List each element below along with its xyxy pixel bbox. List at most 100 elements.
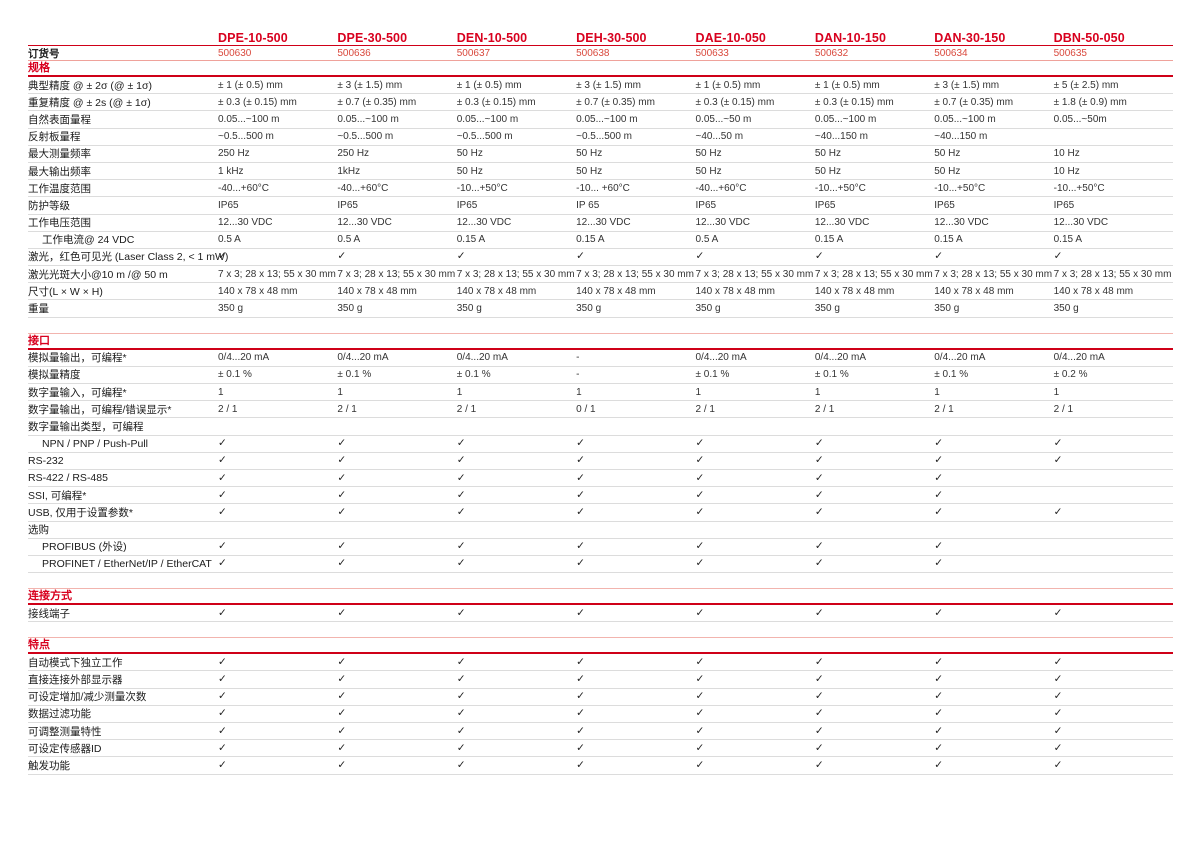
- check-cell: ✓: [815, 743, 934, 754]
- check-icon: ✓: [337, 707, 347, 720]
- check-icon: ✓: [218, 488, 227, 501]
- check-cell: ✓: [457, 438, 576, 449]
- spec-value: 50 Hz: [695, 165, 722, 177]
- row-label: 尺寸(L × W × H): [28, 285, 103, 298]
- check-icon: ✓: [576, 655, 585, 668]
- check-icon: ✓: [814, 540, 824, 553]
- check-cell: ✓: [337, 674, 456, 685]
- check-icon: ✓: [695, 758, 705, 771]
- row-label: 数字量输入，可编程*: [28, 386, 127, 399]
- spec-value: 50 Hz: [456, 148, 483, 160]
- spec-value: ~0.5...500 m: [576, 131, 632, 143]
- spec-value: 0/4...20 mA: [218, 352, 270, 364]
- product-header-row: DPE-10-500 DPE-30-500 DEN-10-500 DEH-30-500…: [28, 28, 1173, 46]
- check-cell: ✓: [696, 708, 815, 719]
- spec-value: 0/4...20 mA: [1053, 352, 1105, 364]
- product-model-header: DAN-10-150: [814, 31, 887, 45]
- spec-value: ~0.5...500 m: [218, 131, 274, 143]
- check-icon: ✓: [337, 724, 347, 737]
- spec-row: 最大测量频率 250 Hz 250 Hz 50 Hz 50 Hz 50 Hz 50 Hz 50…: [28, 146, 1173, 163]
- check-icon: ✓: [695, 471, 705, 484]
- check-icon: ✓: [814, 741, 824, 754]
- check-icon: ✓: [1053, 606, 1063, 619]
- spec-value: 0.05...~100 m: [337, 113, 399, 125]
- row-label: RS-422 / RS-485: [28, 472, 108, 485]
- order-row-label: 订货号: [28, 48, 60, 60]
- spec-value: 1: [337, 386, 343, 398]
- check-icon: ✓: [814, 690, 824, 703]
- product-order-number: 500636: [337, 48, 371, 59]
- check-cell: ✓: [218, 708, 337, 719]
- check-icon: ✓: [576, 505, 585, 518]
- check-cell: ✓: [815, 558, 934, 569]
- spec-value: IP 65: [576, 199, 600, 211]
- spec-value: 140 x 78 x 48 mm: [934, 285, 1014, 297]
- spec-value: ± 0.1 %: [695, 369, 730, 381]
- check-icon: ✓: [814, 673, 824, 686]
- row-label: 数字量输出类型，可编程: [28, 420, 144, 433]
- spec-value: 1: [1053, 386, 1060, 398]
- spec-value: 50 Hz: [695, 148, 722, 160]
- product-model-header: DBN-50-050: [1053, 31, 1125, 45]
- row-label: SSI, 可编程*: [28, 489, 87, 502]
- spec-value: 140 x 78 x 48 mm: [218, 285, 298, 297]
- spec-row: 反射板量程 ~0.5...500 m ~0.5...500 m ~0.5...500 …: [28, 129, 1173, 146]
- check-cell: ✓: [576, 657, 695, 668]
- check-icon: ✓: [456, 437, 466, 450]
- spec-row: USB, 仅用于设置参数* ✓ ✓ ✓ ✓ ✓ ✓ ✓ ✓: [28, 504, 1173, 522]
- spec-value: 2 / 1: [814, 403, 835, 415]
- row-label: PROFIBUS (外设): [42, 541, 127, 554]
- spec-value: IP65: [337, 199, 358, 211]
- row-label: 防护等级: [28, 199, 70, 212]
- spec-row: 最大输出频率 1 kHz 1kHz 50 Hz 50 Hz 50 Hz 50 Hz 50 Hz…: [28, 163, 1173, 181]
- check-cell: ✓: [218, 607, 337, 619]
- check-icon: ✓: [695, 724, 705, 737]
- check-icon: ✓: [576, 540, 585, 553]
- spec-row: 可设定传感器ID ✓ ✓ ✓ ✓ ✓ ✓ ✓ ✓: [28, 740, 1173, 758]
- check-icon: ✓: [218, 505, 227, 518]
- check-icon: ✓: [695, 250, 705, 263]
- check-icon: ✓: [456, 557, 466, 570]
- spec-value: ± 0.3 (± 0.15) mm: [456, 96, 536, 108]
- spec-value: 2 / 1: [934, 403, 954, 415]
- spec-value: -10...+50°C: [934, 182, 986, 194]
- spec-value: IP65: [218, 199, 239, 211]
- check-cell: ✓: [934, 251, 1053, 262]
- check-cell: ✓: [815, 691, 934, 702]
- check-cell: ✓: [815, 455, 934, 466]
- check-icon: ✓: [456, 488, 466, 501]
- check-icon: ✓: [337, 488, 347, 501]
- product-order-number: 500632: [814, 48, 849, 59]
- spec-row: 直接连接外部显示器 ✓ ✓ ✓ ✓ ✓ ✓ ✓ ✓: [28, 671, 1173, 689]
- check-icon: ✓: [695, 540, 705, 553]
- check-cell: ✓: [576, 489, 695, 501]
- spec-value: 0.05...~100 m: [218, 113, 280, 125]
- check-icon: ✓: [814, 437, 824, 450]
- spec-value: 350 g: [1053, 303, 1079, 315]
- spec-value: 0/4...20 mA: [934, 352, 986, 364]
- spec-row: 数字量输出类型，可编程: [28, 418, 1173, 436]
- check-icon: ✓: [456, 758, 466, 771]
- check-cell: ✓: [576, 558, 695, 569]
- check-cell: ✓: [696, 489, 815, 501]
- check-icon: ✓: [814, 655, 824, 668]
- spec-value: 0/4...20 mA: [695, 352, 747, 364]
- spec-row: 可调整测量特性 ✓ ✓ ✓ ✓ ✓ ✓ ✓ ✓: [28, 723, 1173, 741]
- check-cell: ✓: [457, 691, 576, 702]
- spec-row: 数字量输出，可编程/错误显示* 2 / 1 2 / 1 2 / 1 0 / 1 2 / 1…: [28, 401, 1173, 419]
- check-cell: ✓: [696, 760, 815, 771]
- check-icon: ✓: [456, 454, 466, 467]
- spec-row: RS-232 ✓ ✓ ✓ ✓ ✓ ✓ ✓ ✓: [28, 453, 1173, 470]
- spec-value: 1: [576, 386, 582, 398]
- spec-value: 12...30 VDC: [576, 217, 631, 229]
- check-cell: ✓: [576, 251, 695, 262]
- section-title-connection: 连接方式: [28, 588, 1173, 606]
- spec-comparison-table: DPE-10-500 DPE-30-500 DEN-10-500 DEH-30-500…: [28, 28, 1173, 775]
- check-icon: ✓: [337, 437, 347, 450]
- spec-value: 12...30 VDC: [337, 217, 392, 229]
- spec-row: 重量 350 g 350 g 350 g 350 g 350 g 350 g 350 g 350…: [28, 300, 1173, 318]
- check-icon: ✓: [576, 557, 585, 570]
- check-cell: ✓: [457, 657, 576, 668]
- check-icon: ✓: [695, 437, 705, 450]
